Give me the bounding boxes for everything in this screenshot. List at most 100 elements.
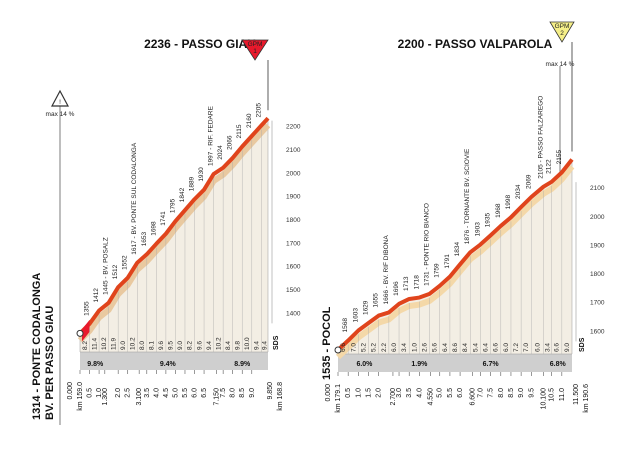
distance-tick-label: 1.300	[102, 388, 109, 406]
distance-tick-label: 5.0	[437, 388, 444, 398]
elevation-point-label: 1741	[160, 211, 167, 226]
distance-tick-label: 6.600	[469, 388, 476, 406]
elevation-point-label: 1968	[495, 203, 502, 218]
section-gradient-label: 6.0%	[356, 361, 373, 368]
elevation-point-label: 1997 - RIF. FEDARE	[208, 105, 215, 166]
segment-grade-label: 8.0	[139, 341, 146, 350]
distance-tick-label: 3.5	[144, 388, 151, 398]
segment-grade-label: 7.2	[513, 343, 520, 352]
distance-tick-label: 11.0	[559, 388, 566, 401]
distance-tick-label: 4.5	[163, 388, 170, 398]
section-gradient-label: 6.7%	[483, 361, 500, 368]
elevation-point-label: 2205	[255, 103, 262, 118]
segment-grade-label: 9.8	[234, 341, 241, 350]
distance-tick-label: 0.5	[87, 388, 94, 398]
distance-tick-label: 1.5	[366, 388, 373, 398]
elevation-tick-label: 2100	[286, 147, 301, 154]
section-gradient-label: 1.9%	[411, 361, 428, 368]
distance-tick-label: 0.5	[345, 388, 352, 398]
segment-grade-label: 10.0	[244, 337, 251, 350]
distance-tick-label: 4.0	[153, 388, 160, 398]
segment-grade-label: 6.6	[554, 343, 561, 352]
elevation-point-label: 1666 - BV. RIF DIBONA	[383, 235, 390, 305]
elevation-point-label: 2115	[236, 124, 243, 138]
segment-grade-label: 6.6	[493, 343, 500, 352]
badge-label: GPM	[248, 41, 263, 48]
elevation-tick-label: 1400	[286, 310, 301, 317]
sds-mark: SDS	[579, 337, 586, 352]
segment-grade-label: 6.4	[483, 343, 490, 352]
elevation-tick-label: 1500	[286, 287, 301, 294]
elevation-tick-label: 2100	[590, 185, 605, 192]
elevation-point-label: 2160	[246, 113, 253, 128]
elevation-point-label: 1512	[112, 264, 119, 279]
elevation-point-label: 1713	[403, 276, 410, 291]
distance-tick-label: 5.5	[447, 388, 454, 398]
elevation-point-label: 1568	[342, 318, 349, 333]
distance-tick-label: 3.5	[406, 388, 413, 398]
distance-tick-label: 7.0	[477, 388, 484, 398]
segment-grade-label: 9.0	[120, 341, 127, 350]
start-km-label: km 159.0	[77, 382, 84, 411]
elevation-tick-label: 1900	[590, 242, 605, 249]
elevation-tick-label: 1800	[286, 217, 301, 224]
elevation-point-label: 2069	[525, 174, 532, 189]
distance-tick-label: 2.700	[390, 388, 397, 406]
distance-tick-label: 3.100	[136, 388, 143, 406]
elevation-tick-label: 2000	[590, 214, 605, 221]
profile-title: 2200 - PASSO VALPAROLA	[398, 37, 553, 51]
elevation-point-label: 1629	[363, 300, 370, 315]
distance-tick-label: 5.5	[182, 388, 189, 398]
elevation-tick-label: 1700	[590, 300, 605, 307]
distance-tick-label: 10.100	[541, 388, 548, 410]
elevation-point-label: 1412	[93, 288, 100, 303]
segment-grade-label: 9.0	[564, 343, 571, 352]
elevation-point-label: 1653	[141, 231, 148, 246]
segment-grade-label: 8.1	[149, 341, 156, 350]
start-distance-label: 0.000	[325, 384, 332, 402]
elevation-point-label: 1696	[393, 281, 400, 296]
gradient-band	[80, 352, 268, 370]
distance-tick-label: 9.5	[528, 388, 535, 398]
elevation-point-label: 1552	[122, 255, 129, 270]
elevation-point-label: 2122	[546, 159, 553, 174]
segment-grade-label: 3.4	[545, 343, 552, 352]
elevation-point-label: 1655	[373, 293, 380, 308]
max-gradient-label: max 14 %	[46, 111, 75, 118]
segment-grade-label: 5.4	[472, 343, 479, 352]
segment-grade-label: 8.2	[187, 341, 194, 350]
elevation-point-label: 2105 - PASSO FALZAREGO	[538, 96, 545, 179]
elevation-point-label: 1445 - BV. POSALZ	[103, 237, 110, 295]
warning-triangle-icon	[51, 89, 69, 107]
elevation-point-label: 2024	[217, 145, 224, 160]
distance-tick-label: 7.150	[213, 388, 220, 406]
sds-mark: SDS	[273, 335, 280, 350]
elevation-point-label: 1718	[413, 275, 420, 290]
elevation-point-label: 2155	[556, 150, 563, 165]
elevation-point-label: 2066	[227, 135, 234, 150]
climb-category-badge-icon	[549, 21, 575, 43]
distance-tick-label: 8.0	[230, 388, 237, 398]
elevation-point-label: 1876 - TORNANTE BV. SCIOVIE	[464, 148, 471, 244]
elevation-tick-label: 1600	[286, 264, 301, 271]
start-marker	[334, 346, 342, 354]
start-distance-label: 0.000	[67, 382, 74, 400]
segment-grade-label: 9.4	[206, 341, 213, 350]
profile-line	[78, 116, 270, 335]
end-distance-label: 11.500	[573, 384, 580, 405]
badge-label: GPM	[555, 23, 570, 30]
distance-tick-label: 5.0	[172, 388, 179, 398]
segment-grade-label: 7.0	[523, 343, 530, 352]
elevation-tick-label: 1800	[590, 271, 605, 278]
elevation-tick-label: 1900	[286, 194, 301, 201]
elevation-point-label: 1930	[198, 167, 205, 182]
section-gradient-label: 6.8%	[550, 361, 567, 368]
badge-category: 2	[560, 30, 564, 37]
gradient-band	[338, 354, 572, 372]
segment-grade-label: 6.0	[503, 343, 510, 352]
distance-tick-label: 9.0	[249, 388, 256, 398]
distance-tick-label: 4.0	[416, 388, 423, 398]
elevation-point-label: 1617 - BV. PONTE SUL CODALONGA	[131, 142, 138, 255]
